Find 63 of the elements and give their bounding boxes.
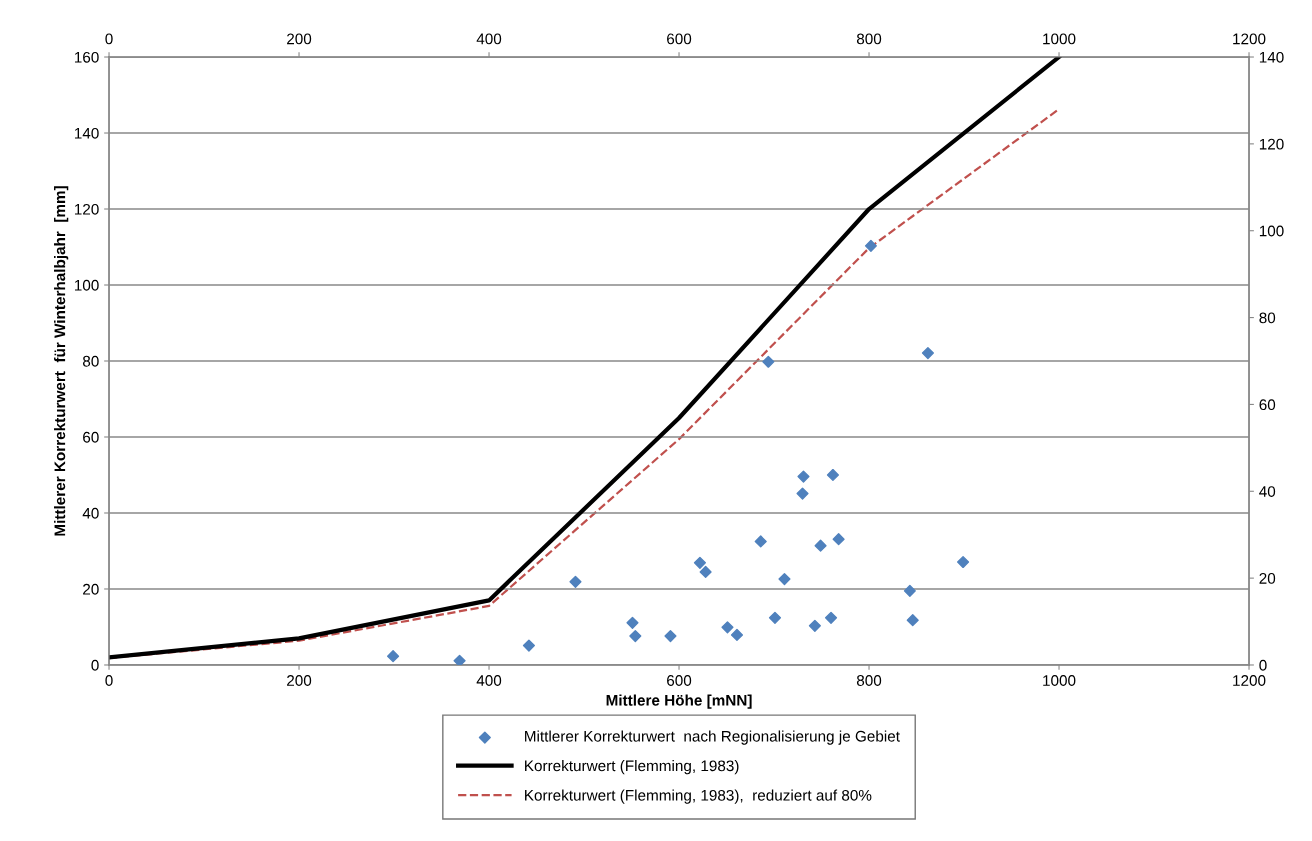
point — [824, 611, 838, 624]
y-tick-label: 140 — [74, 127, 99, 139]
y2-tick-label: 120 — [1259, 138, 1284, 150]
x-tick-label: 600 — [667, 675, 692, 686]
x2-tick-label: 800 — [856, 33, 882, 45]
x-tick-label: 200 — [287, 675, 312, 686]
x2-tick-label: 400 — [476, 33, 502, 45]
y-tick-label: 0 — [91, 659, 99, 671]
point — [453, 654, 466, 665]
point — [903, 584, 916, 597]
x-tick-label: 1200 — [1233, 675, 1266, 686]
y2-tick-label: 80 — [1259, 312, 1276, 324]
point — [629, 630, 642, 643]
x-tick-label: 0 — [105, 675, 113, 686]
point — [693, 556, 706, 569]
y-tick-label: 60 — [83, 431, 99, 443]
point — [699, 565, 712, 578]
point — [522, 639, 536, 652]
legend-label: Korrekturwert (Flemming, 1983) — [525, 759, 739, 775]
point — [797, 470, 810, 483]
x-tick-label: 400 — [476, 675, 502, 686]
point — [768, 611, 782, 624]
x-tick-label: 1000 — [1043, 675, 1076, 686]
point — [730, 628, 744, 642]
point — [778, 573, 791, 586]
x2-tick-label: 1000 — [1043, 33, 1076, 45]
y-tick-label: 40 — [82, 507, 99, 519]
y-tick-label: 80 — [82, 355, 99, 367]
point — [826, 468, 839, 482]
point — [906, 614, 919, 627]
y2-tick-label: 40 — [1259, 486, 1276, 497]
x-tick-label: 800 — [856, 675, 882, 686]
x2-tick-label: 1200 — [1233, 33, 1266, 45]
point — [664, 630, 677, 643]
point — [387, 650, 400, 663]
point — [796, 487, 809, 500]
legend-label: Mittlerer Korrekturwert nach Regionalisierung je Gebiet — [525, 730, 900, 745]
point — [921, 346, 934, 360]
x2-tick-label: 200 — [287, 33, 312, 45]
point — [814, 539, 827, 552]
point — [721, 621, 734, 634]
point — [864, 239, 877, 252]
x-axis-title: Mittlere Höhe [mNN] — [606, 694, 752, 709]
legend-label: Korrekturwert (Flemming, 1983), reduziert auf 80% — [525, 789, 872, 804]
point — [569, 575, 582, 588]
point — [626, 616, 639, 629]
y2-tick-label: 140 — [1259, 51, 1284, 63]
point — [832, 533, 845, 546]
point — [762, 355, 775, 368]
y-tick-label: 160 — [74, 51, 99, 63]
x2-tick-label: 600 — [667, 33, 692, 45]
point — [957, 555, 970, 569]
y-tick-label: 20 — [83, 583, 99, 595]
y2-tick-label: 0 — [1259, 659, 1267, 671]
y2-tick-label: 20 — [1259, 572, 1276, 584]
point — [754, 535, 767, 548]
point — [808, 619, 821, 632]
y-tick-label: 100 — [74, 279, 99, 291]
y-tick-label: 120 — [74, 203, 99, 215]
y-axis-title: Mittlerer Korrekturwert für Winterhalbjahr [mm] — [54, 186, 69, 536]
y2-tick-label: 100 — [1259, 225, 1284, 237]
x2-tick-label: 0 — [105, 33, 113, 45]
y2-tick-label: 60 — [1259, 399, 1276, 411]
